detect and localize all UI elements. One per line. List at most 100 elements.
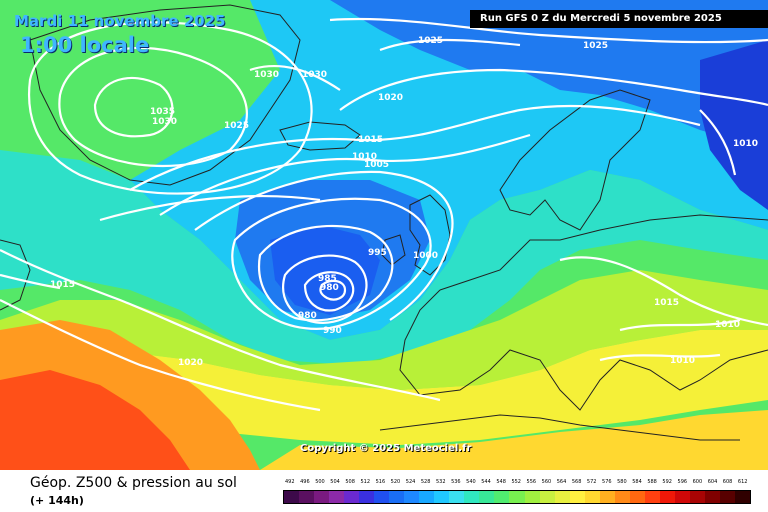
isobar-1025-greenland: [28, 21, 313, 195]
run-info-banner: Run GFS 0 Z du Mercredi 5 novembre 2025: [470, 10, 768, 28]
isobar-1035: [93, 76, 174, 138]
legend-swatch: [329, 491, 345, 503]
isobar-1020-south: [0, 299, 321, 412]
isobar-label: 985: [318, 274, 337, 284]
legend-value: 600: [692, 479, 703, 485]
band-orange-south: [260, 410, 768, 470]
legend-labels: 492 496 500 504 508 512 516 520 524 528 532 536 540 5…: [283, 479, 751, 488]
legend-value: 548: [496, 479, 506, 485]
europe-coast: [399, 214, 768, 411]
legend-swatch: [599, 491, 615, 503]
isobar-995: [257, 224, 394, 322]
isobars: [0, 17, 768, 412]
legend-value: 580: [617, 479, 627, 485]
isobar-1025-mid: [99, 194, 321, 222]
isobar-label: 1020: [178, 358, 203, 368]
legend-swatch: [449, 491, 465, 503]
legend-swatch: [539, 491, 555, 503]
iceland-coast: [279, 121, 361, 151]
isobar-label: 1025: [224, 121, 249, 131]
isobar-label: 1030: [152, 117, 177, 127]
legend-swatch: [464, 491, 480, 503]
legend-value: 564: [556, 479, 567, 485]
isobar-1010-east: [619, 318, 741, 332]
legend-swatch: [584, 491, 600, 503]
isobar-1015-west: [0, 249, 441, 402]
legend-value: 500: [315, 479, 325, 485]
legend-value: 608: [722, 479, 733, 485]
legend-swatch: [734, 491, 750, 503]
legend-swatch: [659, 491, 675, 503]
legend-swatch: [344, 491, 360, 503]
legend-value: 552: [511, 479, 521, 485]
legend-swatch: [434, 491, 450, 503]
legend-value: 496: [300, 479, 310, 485]
isobar-label: 990: [323, 326, 342, 336]
isobar-label: 1030: [302, 70, 327, 80]
isobar-1025-north2: [379, 38, 521, 52]
legend-swatch: [494, 491, 510, 503]
isobar-980: [319, 279, 347, 301]
legend-value: 524: [405, 479, 416, 485]
isobar-label: 1035: [150, 107, 175, 117]
isobar-1020: [339, 68, 768, 111]
isobar-1005: [194, 170, 454, 321]
legend-value: 512: [360, 479, 371, 485]
legend-value: 516: [375, 479, 386, 485]
legend-value: 568: [571, 479, 582, 485]
greenland-coast: [29, 4, 301, 186]
british-isles-coast: [381, 194, 451, 276]
legend-swatch: [284, 491, 300, 503]
legend-value: 536: [451, 479, 461, 485]
legend-swatch: [719, 491, 735, 503]
legend-value: 504: [330, 479, 340, 485]
forecast-local-time: 1:00 locale: [20, 33, 150, 57]
isobar-1025-north: [329, 17, 768, 44]
legend-swatch: [689, 491, 705, 503]
isobar-1015-east: [559, 256, 768, 327]
isobar-label: 1015: [654, 298, 679, 308]
scandinavia-coast: [499, 89, 651, 231]
legend-swatch: [524, 491, 540, 503]
isobar-labels: 1025 1025 1030 1030 1035 1030 1025 1020 …: [50, 36, 758, 368]
legend-swatch: [479, 491, 495, 503]
isobar-1030-greenland: [58, 46, 248, 168]
isobar-1000: [231, 197, 432, 330]
product-title: Géop. Z500 & pression au sol: [30, 475, 237, 491]
legend-swatch: [359, 491, 375, 503]
isobar-label: 1030: [254, 70, 279, 80]
legend-value: 560: [541, 479, 552, 485]
legend-value: 576: [602, 479, 612, 485]
isobar-label: 1025: [583, 41, 608, 51]
isobar-label: 995: [368, 248, 387, 258]
legend-value: 540: [466, 479, 476, 485]
africa-coast: [379, 414, 740, 441]
legend-value: 596: [677, 479, 688, 485]
legend-swatch: [509, 491, 525, 503]
legend-value: 544: [481, 479, 491, 485]
weather-map: 1025 1025 1030 1030 1035 1030 1025 1020 …: [0, 0, 768, 470]
legend-swatch: [614, 491, 630, 503]
isobar-990: [281, 254, 368, 324]
isobar-label: 980: [320, 283, 339, 293]
legend-swatch: [389, 491, 405, 503]
legend-swatch: [314, 491, 330, 503]
isobar-label: 1010: [352, 152, 377, 162]
footer-panel: Géop. Z500 & pression au sol (+ 144h) 49…: [0, 470, 768, 512]
isobar-1010-east2: [599, 353, 721, 362]
legend-value: 532: [435, 479, 446, 485]
legend-swatch: [419, 491, 435, 503]
legend-swatch: [644, 491, 660, 503]
legend-value: 604: [707, 479, 718, 485]
legend-value: 528: [420, 479, 431, 485]
legend-swatch: [569, 491, 585, 503]
legend-value: 584: [632, 479, 642, 485]
legend-value: 592: [662, 479, 672, 485]
legend-swatch: [299, 491, 315, 503]
legend-swatch: [404, 491, 420, 503]
legend-swatch: [629, 491, 645, 503]
band-teal: [0, 150, 768, 365]
isobar-label: 1020: [378, 93, 403, 103]
band-yellowgreen: [0, 270, 768, 390]
isobar-label: 1005: [364, 160, 389, 170]
